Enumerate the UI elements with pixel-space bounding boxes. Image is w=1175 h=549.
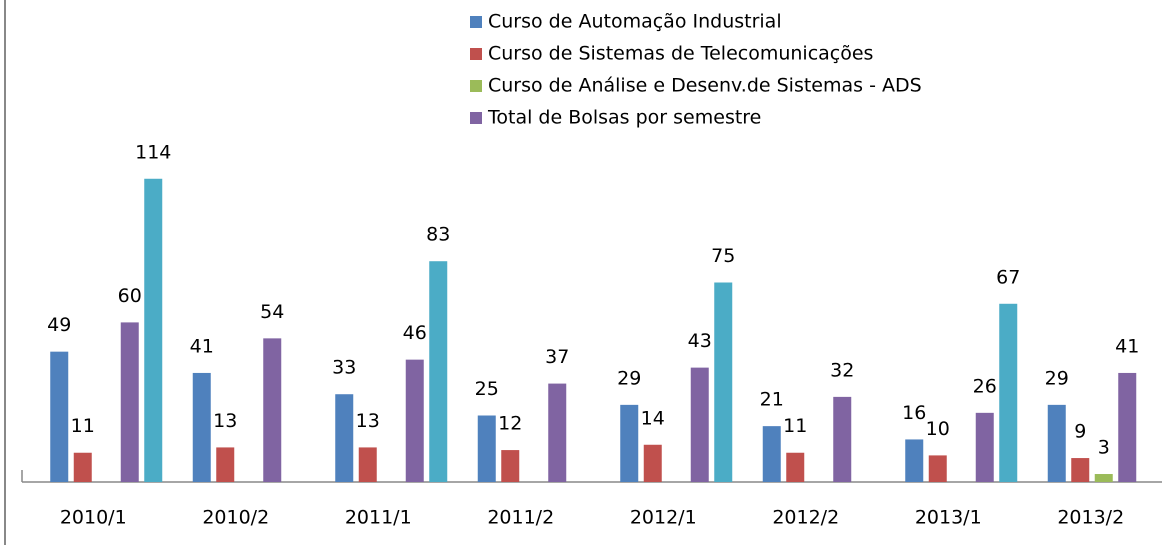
legend-swatch [470,80,482,92]
value-label: 3 [1098,437,1110,459]
bar [1094,474,1113,482]
bar [786,452,805,482]
bar [690,367,709,482]
bar [50,351,69,482]
bar [405,359,424,482]
x-tick-label: 2013/1 [915,507,982,529]
bar [120,322,139,482]
bar [429,261,448,482]
bar [263,338,282,482]
legend-swatch [470,48,482,60]
value-label: 14 [641,407,665,429]
legend-label: Curso de Sistemas de Telecomunicações [488,43,873,65]
value-label: 41 [190,335,214,357]
value-label: 16 [902,402,926,424]
bar [833,396,852,482]
value-label: 10 [926,418,950,440]
x-tick-label: 2011/2 [487,507,554,529]
legend-swatch [470,112,482,124]
value-label: 9 [1074,421,1086,443]
value-label: 37 [545,346,569,368]
x-tick-label: 2010/2 [202,507,269,529]
value-label: 83 [426,224,450,246]
value-label: 29 [617,367,641,389]
value-label: 32 [830,359,854,381]
value-label: 11 [71,415,95,437]
x-tick-label: 2012/1 [630,507,697,529]
value-label: 75 [711,245,735,267]
x-tick-label: 2012/2 [772,507,839,529]
bar [928,455,947,482]
value-label: 46 [403,322,427,344]
bar [335,394,354,482]
bar [192,372,211,482]
value-label: 33 [332,357,356,379]
bar [975,412,994,482]
legend-swatch [470,16,482,28]
value-label: 13 [356,410,380,432]
legend-label: Curso de Automação Industrial [488,11,782,33]
bar [501,450,520,482]
bar [144,178,163,482]
value-label: 41 [1115,335,1139,357]
bar [714,282,733,482]
bar [643,444,662,482]
bar [1047,404,1066,482]
bar [548,383,567,482]
x-tick-label: 2011/1 [345,507,412,529]
bar [762,426,781,482]
value-label: 25 [475,378,499,400]
bar [358,447,377,482]
x-tick-label: 2010/1 [60,507,127,529]
bar [1071,458,1090,482]
bar [999,303,1018,482]
value-label: 29 [1045,367,1069,389]
value-label: 43 [688,330,712,352]
bar [73,452,92,482]
legend-label: Total de Bolsas por semestre [487,107,761,129]
bar [620,404,639,482]
x-tick-label: 2013/2 [1057,507,1124,529]
value-label: 49 [47,314,71,336]
value-label: 13 [213,410,237,432]
value-label: 54 [260,301,284,323]
value-label: 12 [498,413,522,435]
bar [1118,372,1137,482]
value-label: 67 [996,266,1020,288]
value-label: 11 [783,415,807,437]
value-label: 60 [118,285,142,307]
value-label: 21 [760,389,784,411]
legend-label: Curso de Análise e Desenv.de Sistemas - … [488,75,922,97]
bar [477,415,496,482]
bar [905,439,924,482]
bar [216,447,235,482]
value-label: 26 [973,375,997,397]
value-label: 114 [135,141,171,163]
